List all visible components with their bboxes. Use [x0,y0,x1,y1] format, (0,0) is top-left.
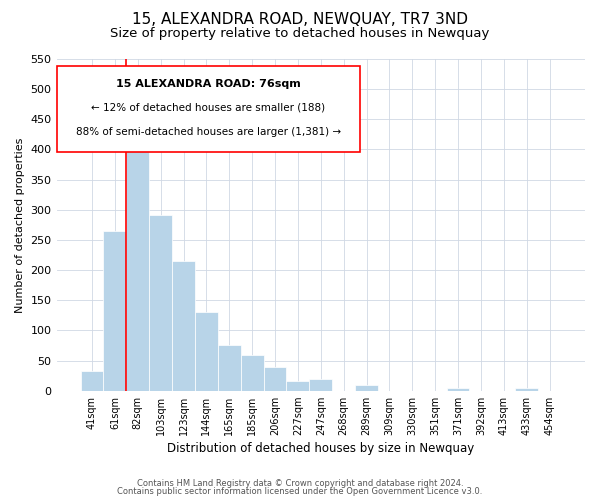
Bar [286,381,310,390]
Bar [218,345,241,391]
Bar [263,366,286,390]
Bar [103,231,127,390]
Text: Size of property relative to detached houses in Newquay: Size of property relative to detached ho… [110,28,490,40]
Bar [355,384,378,390]
Text: ← 12% of detached houses are smaller (188): ← 12% of detached houses are smaller (18… [91,102,326,112]
Text: 15 ALEXANDRA ROAD: 76sqm: 15 ALEXANDRA ROAD: 76sqm [116,79,301,89]
Text: Contains public sector information licensed under the Open Government Licence v3: Contains public sector information licen… [118,487,482,496]
Bar [241,355,263,390]
X-axis label: Distribution of detached houses by size in Newquay: Distribution of detached houses by size … [167,442,475,455]
Bar [446,388,469,390]
Bar [195,312,218,390]
FancyBboxPatch shape [56,66,361,152]
Text: 88% of semi-detached houses are larger (1,381) →: 88% of semi-detached houses are larger (… [76,127,341,137]
Bar [80,372,103,390]
Bar [149,214,172,390]
Bar [515,388,538,390]
Text: 15, ALEXANDRA ROAD, NEWQUAY, TR7 3ND: 15, ALEXANDRA ROAD, NEWQUAY, TR7 3ND [132,12,468,28]
Bar [127,132,149,390]
Bar [310,378,332,390]
Text: Contains HM Land Registry data © Crown copyright and database right 2024.: Contains HM Land Registry data © Crown c… [137,478,463,488]
Y-axis label: Number of detached properties: Number of detached properties [15,137,25,312]
Bar [172,261,195,390]
